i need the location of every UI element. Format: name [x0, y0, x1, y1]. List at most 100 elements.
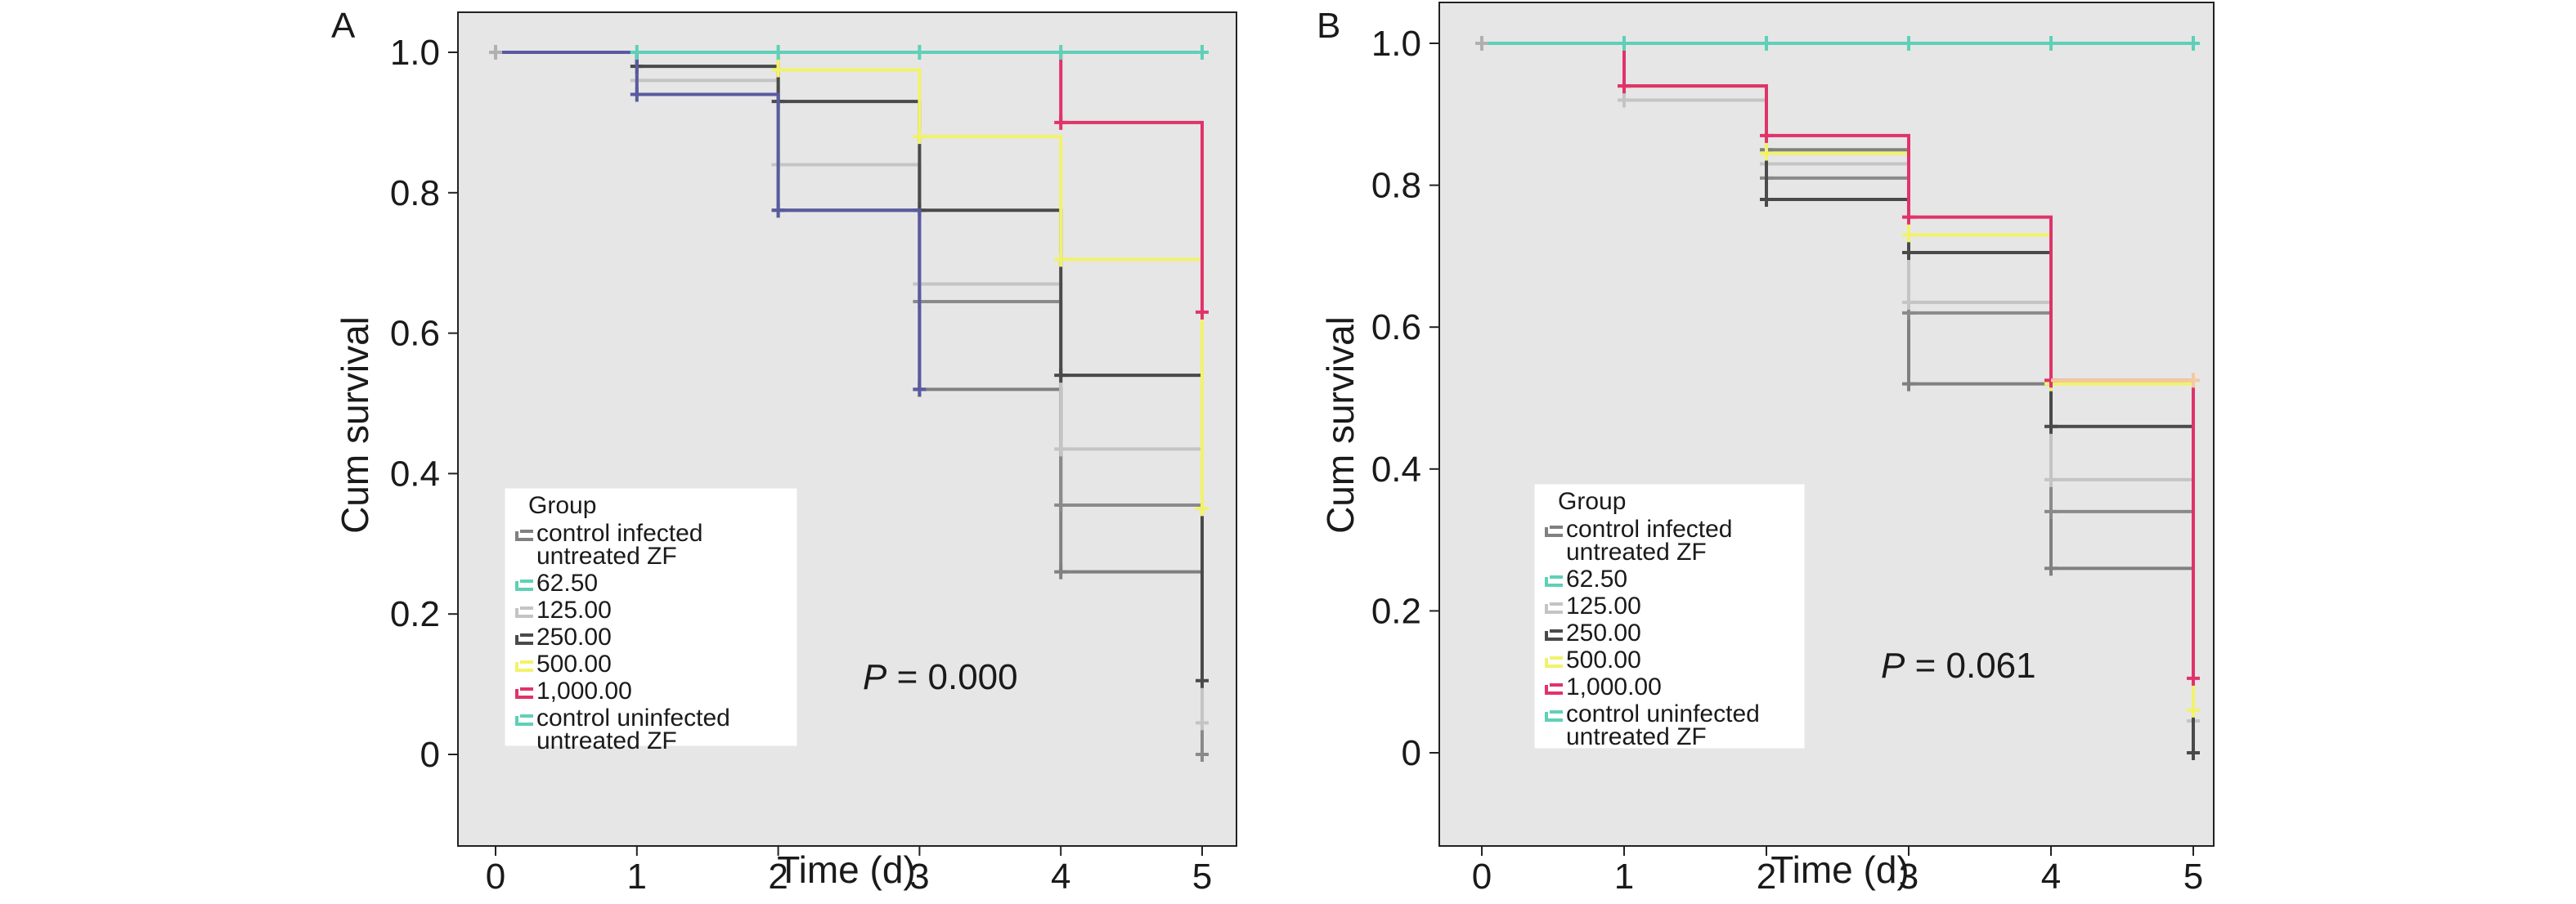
- legend-label: untreated ZF: [536, 727, 677, 754]
- legend-label: 500.00: [1566, 647, 1641, 674]
- x-tick-label: 1: [627, 857, 647, 897]
- censor-mark: [1902, 227, 1915, 243]
- censor-mark: [913, 129, 927, 145]
- x-tick-label: 3: [909, 857, 929, 897]
- censor-mark: [489, 45, 502, 60]
- censor-mark: [1196, 304, 1209, 320]
- legend-label: untreated ZF: [536, 543, 677, 570]
- censor-mark: [1196, 715, 1209, 731]
- censor-mark: [2187, 702, 2200, 718]
- censor-mark: [630, 87, 644, 102]
- p-symbol: P: [1881, 646, 1905, 686]
- y-tick-label: 0.4: [390, 454, 440, 494]
- legend-key: [515, 633, 533, 645]
- censor-mark: [2187, 36, 2200, 51]
- legend-label: untreated ZF: [1566, 723, 1707, 750]
- panel-letter: B: [1317, 6, 1340, 46]
- y-tick-label: 0.2: [390, 594, 440, 634]
- legend-key: [515, 660, 533, 672]
- p-value-annotation: P = 0.061: [1881, 646, 2036, 686]
- legend-key: [1545, 602, 1563, 614]
- x-tick-label: 5: [2183, 857, 2203, 897]
- legend-label: control uninfected: [1566, 700, 1760, 727]
- panel-letter: A: [331, 6, 356, 46]
- legend-label: 125.00: [1566, 593, 1641, 620]
- censor-mark: [1054, 114, 1068, 130]
- x-axis-title: Time (d): [777, 848, 916, 891]
- censor-mark: [1902, 209, 1915, 225]
- legend-key: [515, 714, 533, 726]
- x-tick-label: 2: [768, 857, 788, 897]
- censor-mark: [2044, 503, 2058, 519]
- legend-label: 250.00: [536, 624, 612, 651]
- censor-mark: [913, 382, 927, 397]
- x-tick-label: 0: [486, 857, 505, 897]
- censor-mark: [1196, 45, 1209, 60]
- y-tick-label: 0.8: [1371, 166, 1421, 206]
- legend-label: 500.00: [536, 651, 612, 678]
- censor-mark: [1760, 128, 1773, 143]
- censor-mark: [1054, 252, 1068, 267]
- y-tick-label: 0.4: [1371, 450, 1421, 490]
- censor-mark: [1196, 501, 1209, 517]
- censor-mark: [1475, 36, 1488, 51]
- x-tick-label: 3: [1899, 857, 1919, 897]
- legend-key: [1545, 526, 1563, 537]
- legend-label: control uninfected: [536, 705, 730, 732]
- censor-mark: [2044, 36, 2058, 51]
- censor-mark: [1618, 92, 1631, 108]
- x-tick-label: 2: [1757, 857, 1776, 897]
- legend-key: [515, 687, 533, 699]
- censor-mark: [1196, 673, 1209, 688]
- legend-key: [1545, 629, 1563, 641]
- x-tick-label: 0: [1472, 857, 1492, 897]
- legend-key: [515, 530, 533, 541]
- legend-label: 62.50: [536, 570, 598, 597]
- censor-mark: [1054, 441, 1068, 457]
- censor-mark: [913, 45, 927, 60]
- y-axis-title: Cum survival: [334, 316, 376, 534]
- censor-mark: [1618, 36, 1631, 51]
- x-axis-title: Time (d): [1770, 848, 1910, 891]
- x-tick-label: 1: [1614, 857, 1634, 897]
- censor-mark: [2044, 418, 2058, 434]
- censor-mark: [2044, 561, 2058, 576]
- censor-mark: [771, 45, 785, 60]
- p-value: = 0.061: [1905, 646, 2035, 686]
- legend-label: 250.00: [1566, 620, 1641, 647]
- legend-label: control infected: [1566, 516, 1732, 543]
- censor-mark: [1902, 294, 1915, 310]
- y-tick-label: 0: [420, 735, 440, 775]
- legend-key: [1545, 575, 1563, 587]
- x-tick-label: 4: [1051, 857, 1070, 897]
- censor-mark: [2187, 745, 2200, 760]
- censor-mark: [1054, 498, 1068, 513]
- y-tick-label: 1.0: [1371, 24, 1421, 64]
- censor-mark: [1902, 245, 1915, 261]
- legend-label: control infected: [536, 520, 702, 547]
- legend-title: Group: [1558, 488, 1626, 515]
- legend-key: [1545, 710, 1563, 722]
- legend-label: 1,000.00: [536, 678, 632, 705]
- legend-box: [505, 488, 797, 746]
- y-tick-label: 1.0: [390, 33, 440, 73]
- legend-label: 62.50: [1566, 566, 1627, 593]
- legend-key: [1545, 656, 1563, 668]
- censor-mark: [2187, 670, 2200, 686]
- censor-mark: [1054, 45, 1068, 60]
- p-symbol: P: [863, 657, 887, 697]
- legend-key: [1545, 683, 1563, 695]
- censor-mark: [1760, 145, 1773, 161]
- legend-key: [515, 580, 533, 591]
- legend-label: 125.00: [536, 597, 612, 624]
- p-value-annotation: P = 0.000: [863, 657, 1018, 697]
- censor-mark: [1618, 78, 1631, 94]
- y-tick-label: 0.6: [1371, 307, 1421, 347]
- censor-mark: [630, 45, 644, 60]
- censor-mark: [1196, 747, 1209, 762]
- censor-mark: [1902, 36, 1915, 51]
- censor-mark: [771, 62, 785, 78]
- y-tick-label: 0: [1402, 733, 1421, 773]
- censor-mark: [1760, 36, 1773, 51]
